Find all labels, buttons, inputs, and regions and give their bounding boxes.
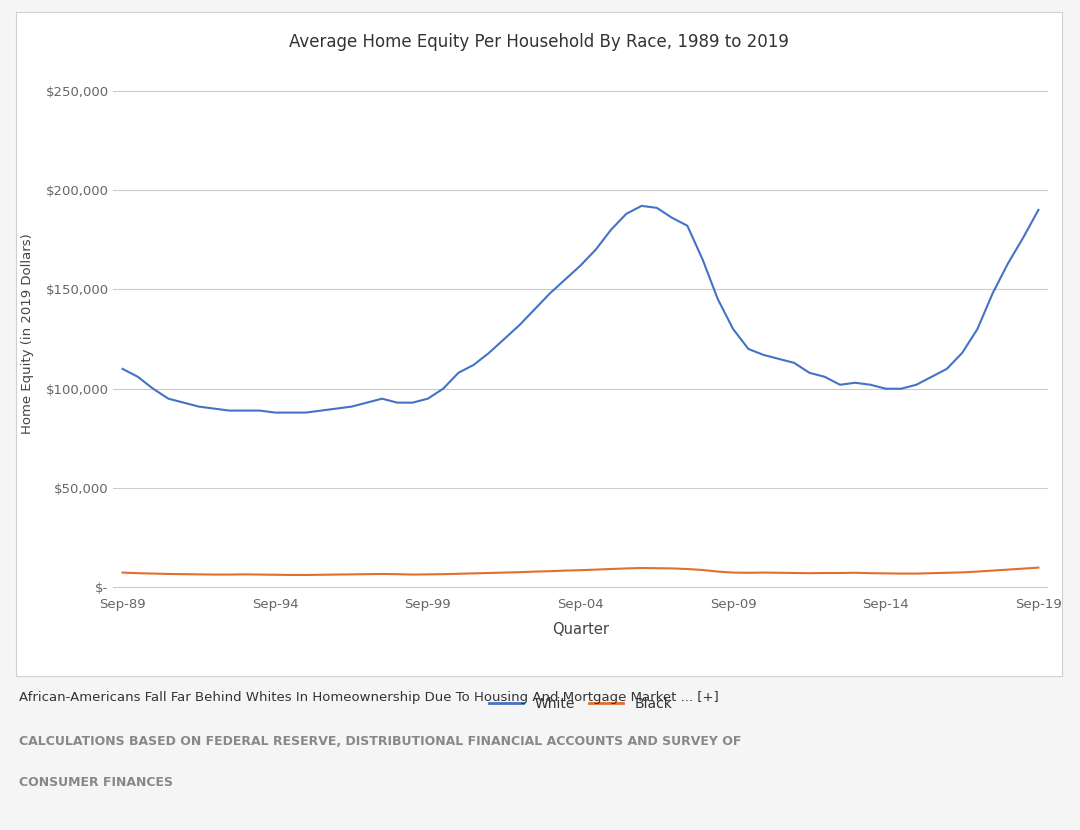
Text: CONSUMER FINANCES: CONSUMER FINANCES — [19, 776, 174, 789]
Black — [345, 569, 357, 579]
Black — [284, 570, 297, 580]
Black — [116, 568, 129, 578]
White — [941, 364, 954, 374]
Text: African-Americans Fall Far Behind Whites In Homeownership Due To Housing And Mor: African-Americans Fall Far Behind Whites… — [19, 691, 719, 704]
Black — [680, 564, 693, 574]
Black — [1032, 563, 1045, 573]
Black — [451, 569, 464, 579]
White — [116, 364, 129, 374]
White — [620, 209, 633, 219]
White — [1032, 205, 1045, 215]
White — [635, 201, 648, 211]
White — [451, 368, 464, 378]
X-axis label: Quarter: Quarter — [552, 622, 609, 637]
White — [269, 408, 282, 417]
Legend: White, Black: White, Black — [483, 691, 678, 716]
Y-axis label: Home Equity (in 2019 Dollars): Home Equity (in 2019 Dollars) — [22, 234, 35, 434]
White — [314, 406, 327, 416]
Black — [620, 564, 633, 574]
White — [345, 402, 357, 412]
Text: CALCULATIONS BASED ON FEDERAL RESERVE, DISTRIBUTIONAL FINANCIAL ACCOUNTS AND SUR: CALCULATIONS BASED ON FEDERAL RESERVE, D… — [19, 735, 742, 748]
Black — [926, 569, 939, 579]
Line: White: White — [122, 206, 1039, 413]
White — [697, 255, 710, 265]
Text: Average Home Equity Per Household By Race, 1989 to 2019: Average Home Equity Per Household By Rac… — [289, 33, 788, 51]
Black — [314, 569, 327, 579]
Line: Black: Black — [122, 568, 1039, 575]
